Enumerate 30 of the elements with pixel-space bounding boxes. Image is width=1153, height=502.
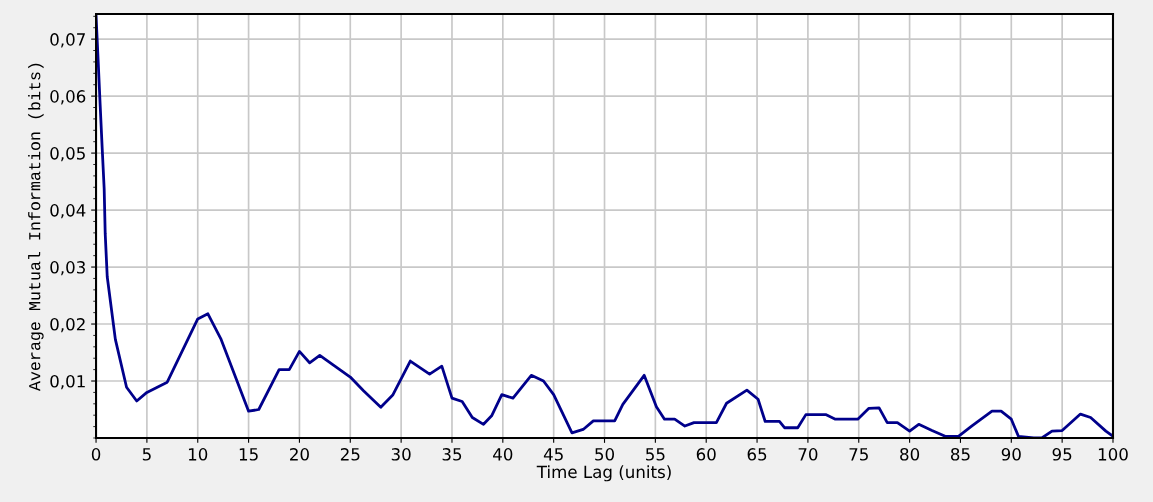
- x-tick-label: 0: [91, 448, 101, 461]
- y-tick-label: 0,07: [50, 33, 85, 48]
- x-tick-label: 30: [391, 448, 411, 461]
- x-tick-label: 65: [747, 448, 767, 461]
- x-tick-label: 35: [442, 448, 462, 461]
- x-tick-label: 40: [493, 448, 513, 461]
- y-tick-label: 0,06: [50, 90, 86, 105]
- y-tick-label: 0,04: [50, 204, 86, 219]
- x-tick-label: 100: [1098, 448, 1128, 461]
- x-tick-label: 5: [142, 448, 151, 461]
- x-tick-label: 95: [1052, 448, 1072, 461]
- x-tick-label: 15: [239, 448, 258, 461]
- x-tick-label: 20: [290, 448, 309, 461]
- x-axis-title: Time Lag (units): [536, 465, 671, 482]
- x-tick-label: 90: [1001, 448, 1021, 461]
- x-tick-label: 45: [543, 448, 563, 461]
- x-tick-label: 25: [340, 448, 360, 461]
- x-tick-label: 10: [188, 448, 208, 461]
- x-tick-label: 50: [595, 448, 615, 461]
- y-tick-label: 0,03: [50, 261, 85, 276]
- x-tick-label: 70: [798, 448, 818, 461]
- y-axis-title: Average Mutual Information (bits): [28, 63, 44, 392]
- x-tick-label: 55: [646, 448, 665, 461]
- y-tick-label: 0,02: [50, 318, 85, 333]
- x-tick-label: 60: [696, 448, 716, 461]
- y-tick-label: 0,01: [50, 374, 85, 390]
- x-tick-label: 80: [900, 448, 920, 461]
- x-tick-label: 75: [849, 448, 868, 461]
- x-tick-label: 85: [950, 448, 970, 461]
- y-tick-label: 0,05: [50, 147, 85, 162]
